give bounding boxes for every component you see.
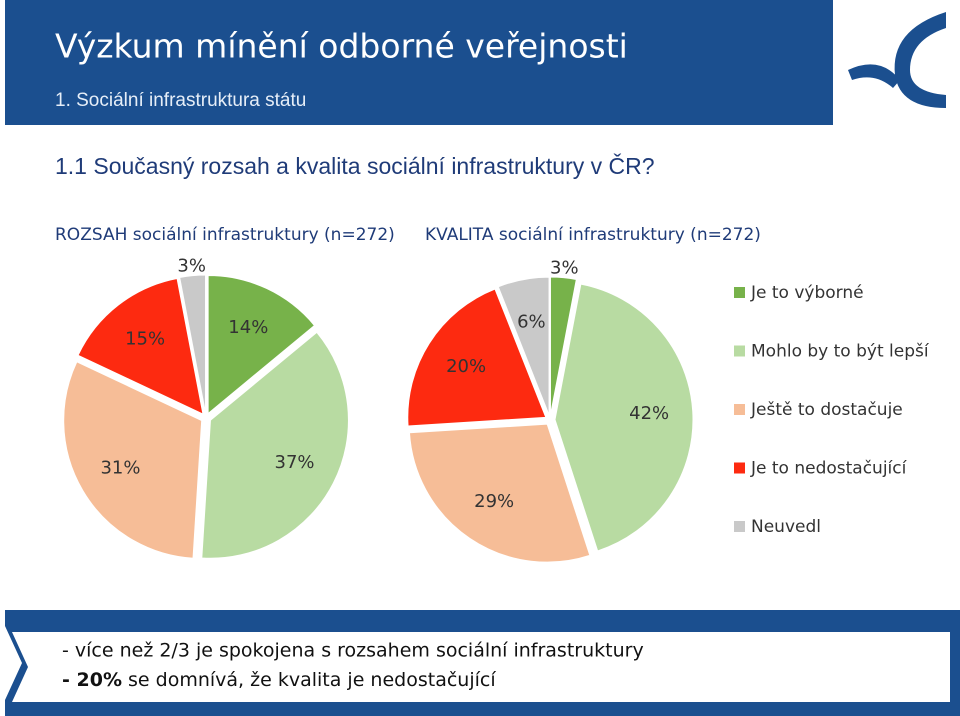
pie-slice [201,331,349,559]
data-label: 37% [275,452,315,473]
data-label: 20% [446,356,486,377]
logo [834,0,960,125]
chart-title: ROZSAH sociální infrastruktury (n=272) [55,225,395,245]
pie-slice [179,274,207,414]
legend-swatch [734,404,745,415]
pie-slice [408,423,591,563]
heading: 1.1 Současný rozsah a kvalita sociální i… [55,152,655,179]
data-label: 3% [177,256,206,277]
pie-slice [497,276,550,416]
legend-label: Je to nedostačující [750,459,908,479]
footer-box [12,632,950,702]
header-title: Výzkum mínění odborné veřejnosti [55,27,628,66]
pie-slice [407,288,547,427]
legend-label: Ještě to dostačuje [750,400,903,420]
legend-label: Mohlo by to být lepší [751,342,930,362]
footer-line: - více než 2/3 je spokojena s rozsahem s… [62,640,644,662]
data-label: 3% [550,258,579,279]
legend-label: Je to výborné [750,283,864,303]
data-label: 31% [100,458,140,479]
footer-line: - 20% se domnívá, že kvalita je nedostač… [62,669,496,691]
data-label: 15% [125,328,165,349]
legend-swatch [734,462,745,474]
legend-swatch [734,287,745,298]
legend-label: Neuvedl [751,517,821,537]
data-label: 6% [517,311,546,332]
footer-text: se domnívá, že kvalita je nedostačující [128,669,496,691]
legend-swatch [734,345,745,357]
header-band [5,0,833,125]
data-label: 42% [629,403,669,424]
header-subtitle: 1. Sociální infrastruktura státu [55,90,306,111]
pie-slice [554,283,694,552]
data-label: 14% [228,317,268,338]
pie-slice [77,277,204,415]
pie-slice [549,276,577,416]
pie-slice [207,274,316,415]
footer-bold: - 20% [62,669,122,691]
pie-slice [63,361,203,559]
chart-title: KVALITA sociální infrastruktury (n=272) [425,225,761,245]
data-label: 29% [474,491,514,512]
legend-swatch [734,521,745,532]
